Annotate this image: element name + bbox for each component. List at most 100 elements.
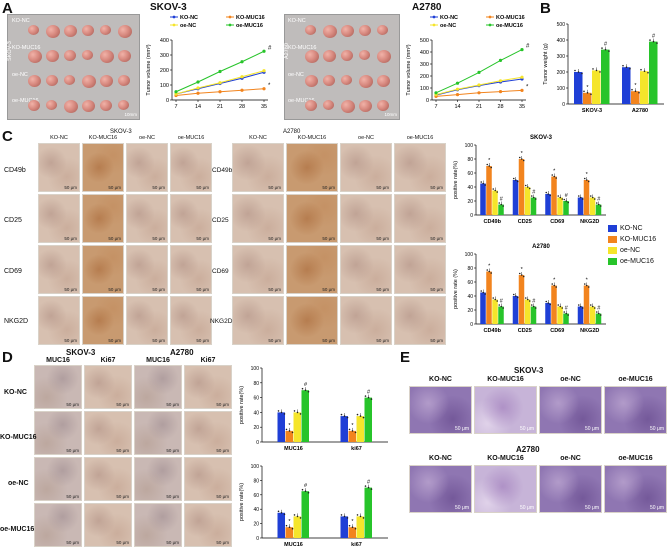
replicate-dot <box>348 428 351 431</box>
x-tick-label: CD69 <box>550 219 564 225</box>
replicate-dot <box>547 193 550 195</box>
y-axis-label: positive rate(%) <box>453 161 459 199</box>
micrograph-panel: 50 μm <box>184 411 232 455</box>
data-point <box>262 49 266 53</box>
scale-bar-label: 50 μm <box>430 236 443 241</box>
tumor-specimen <box>64 75 75 85</box>
scale-bar-label: 50 μm <box>650 426 664 432</box>
y-tick-label: 100 <box>465 143 474 149</box>
replicate-dot <box>526 298 529 301</box>
bar-oe-muc16 <box>649 41 658 104</box>
replicate-dot <box>563 311 566 313</box>
tumor-specimen <box>118 25 132 38</box>
significance-mark: # <box>532 190 536 196</box>
replicate-dot <box>346 517 349 519</box>
significance-mark: # <box>526 44 530 50</box>
replicate-dot <box>484 293 487 295</box>
scale-bar-label: 50 μm <box>322 287 335 292</box>
bar-ko-nc <box>577 197 584 215</box>
data-point <box>455 81 460 85</box>
y-tick-label: 200 <box>160 68 169 74</box>
replicate-dot <box>622 64 624 67</box>
replicate-dot <box>557 304 560 306</box>
scale-bar-label: 50 μm <box>66 540 79 545</box>
bar-ko-nc <box>277 512 285 538</box>
e-title-a2780: A2780 <box>516 445 540 454</box>
replicate-dot <box>285 428 288 431</box>
photo-group-label: oe-NC <box>12 72 28 78</box>
d-row-ko-muc16: KO-MUC16 <box>0 434 37 441</box>
replicate-dot <box>638 91 640 94</box>
significance-mark: * <box>351 423 354 429</box>
micrograph-panel: 50 μm <box>539 465 602 513</box>
legend: KO-NC KO-MUC16 oe-NC oe-MUC16 <box>608 223 668 267</box>
he-grid-a2780: KO-NC KO-MUC16 oe-NC oe-MUC16 50 μm 50 μm 50 μ… <box>409 455 667 521</box>
data-point <box>196 91 200 95</box>
scale-bar-label: 50 μm <box>216 494 229 499</box>
y-axis-label: positive rate(%) <box>239 386 245 424</box>
significance-mark: # <box>597 197 601 203</box>
legend-marker <box>488 23 492 27</box>
tumor-specimen <box>82 25 94 36</box>
data-point <box>477 70 481 74</box>
scale-bar-label: 50 μm <box>216 448 229 453</box>
y-tick-label: 300 <box>420 62 429 68</box>
tumor-specimen <box>323 100 334 110</box>
legend-marker <box>488 15 492 19</box>
replicate-dot <box>283 413 286 415</box>
replicate-dot <box>490 166 493 169</box>
panel-label-c: C <box>2 128 13 145</box>
tumor-specimen <box>377 100 389 111</box>
tumor-specimen <box>305 50 319 63</box>
micrograph-panel: 50 μm <box>409 386 472 434</box>
bar-oe-muc16 <box>530 197 537 215</box>
tumor-specimen <box>341 75 352 85</box>
replicate-dot <box>367 486 370 489</box>
bar-ko-muc16 <box>518 275 525 324</box>
tumor-specimen <box>64 50 76 61</box>
y-tick-label: 0 <box>470 322 473 328</box>
y-tick-label: 80 <box>253 478 259 484</box>
legend-label: oe-NC <box>180 23 196 29</box>
scale-bar-label: 50 μm <box>64 236 77 241</box>
replicate-dot <box>482 291 485 294</box>
scale-bar-label: 50 μm <box>322 236 335 241</box>
replicate-dot <box>640 68 642 71</box>
scale-bar-label: 50 μm <box>64 185 77 190</box>
replicate-dot <box>482 182 485 185</box>
x-tick-label: ki67 <box>351 446 362 452</box>
y-tick-label: 400 <box>420 50 429 56</box>
micrograph-panel: 50 μm <box>286 143 338 192</box>
replicate-dot <box>291 431 294 434</box>
replicate-dot <box>280 512 283 514</box>
scale-bar-label: 50 μm <box>152 185 165 190</box>
bar-ko-nc <box>480 292 486 324</box>
data-point <box>240 88 244 92</box>
significance-mark: # <box>268 45 272 51</box>
bar-ko-muc16 <box>518 159 525 215</box>
y-tick-label: 0 <box>562 102 565 108</box>
micrograph-panel: 50 μm <box>34 503 82 547</box>
replicate-dot <box>490 272 493 274</box>
legend-item: oe-NC <box>608 245 668 256</box>
micrograph-panel: 50 μm <box>286 296 338 345</box>
c-title-skov3: SKOV-3 <box>110 129 132 135</box>
x-tick-label: CD25 <box>518 328 532 334</box>
replicate-dot <box>547 302 550 304</box>
row-label-nkg2d: NKG2D <box>4 318 29 325</box>
y-tick-label: 40 <box>253 507 259 513</box>
replicate-dot <box>551 174 554 176</box>
tumor-specimen <box>28 75 41 87</box>
d-row-oe-nc: oe-NC <box>8 480 29 487</box>
scale-bar-label: 50 μm <box>166 448 179 453</box>
bar-oe-muc16 <box>498 204 504 215</box>
data-point <box>498 58 503 63</box>
micrograph-panel: 50 μm <box>82 194 124 243</box>
y-tick-label: 0 <box>256 440 259 446</box>
replicate-dot <box>528 187 531 190</box>
replicate-dot <box>565 312 568 315</box>
x-tick-label: NKG2D <box>580 328 599 334</box>
photo-group-label: oe-MUC16 <box>12 98 39 104</box>
scale-bar-label: 50 μm <box>585 505 599 511</box>
bar-ko-muc16 <box>348 527 356 538</box>
